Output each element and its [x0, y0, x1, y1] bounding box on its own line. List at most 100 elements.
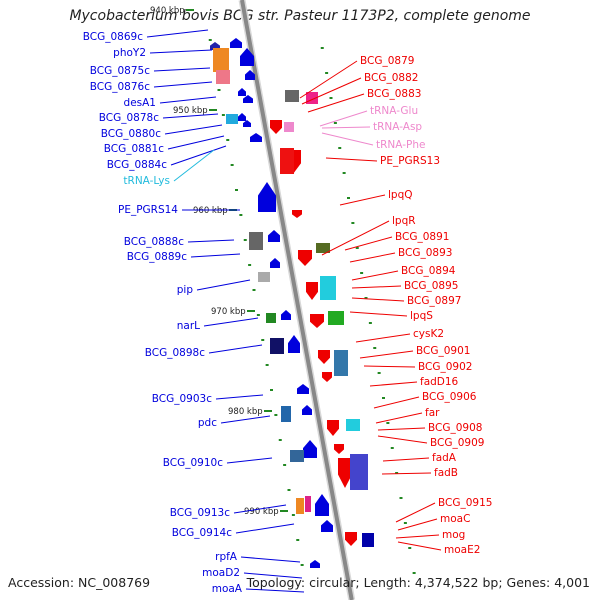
forward-gene	[243, 95, 253, 103]
gene-label: cysK2	[413, 328, 444, 340]
gene-block	[362, 533, 374, 547]
leader-line	[170, 145, 227, 166]
leader-line	[299, 60, 358, 99]
leader-line	[321, 132, 374, 146]
leader-line	[153, 81, 213, 88]
leader-line	[235, 523, 295, 534]
tick-label: 990 kbp	[244, 507, 279, 517]
leader-line	[164, 124, 223, 135]
gene-label: moaA	[212, 583, 243, 595]
leader-line	[373, 396, 420, 409]
forward-gene	[243, 120, 251, 127]
forward-gene	[238, 113, 246, 121]
genome-backbone	[240, 0, 354, 600]
gene-block	[270, 338, 284, 354]
gene-label: BCG_0879	[360, 55, 414, 67]
gene-label: BCG_0913c	[170, 507, 230, 519]
leader-line	[190, 253, 241, 258]
gene-label: fadB	[434, 467, 458, 479]
forward-gene	[238, 88, 246, 96]
gene-block	[285, 90, 299, 102]
leader-line	[153, 67, 211, 72]
gene-label: BCG_0878c	[99, 112, 159, 124]
forward-gene	[303, 440, 317, 458]
gene-block	[258, 272, 270, 282]
leader-line	[146, 29, 209, 38]
leader-line	[240, 556, 301, 563]
leader-line	[369, 381, 418, 387]
gene-label: PE_PGRS13	[380, 155, 440, 167]
gene-label: BCG_0880c	[101, 128, 161, 140]
leader-line	[203, 317, 259, 327]
gene-label: BCG_0875c	[90, 65, 150, 77]
leader-line	[233, 504, 287, 514]
leader-line	[349, 252, 396, 263]
leader-line	[397, 518, 438, 531]
leader-line	[245, 588, 305, 593]
gene-block	[266, 313, 276, 323]
gene-label: BCG_0882	[364, 72, 418, 84]
leader-line	[344, 236, 393, 251]
forward-gene	[297, 384, 309, 394]
forward-gene	[240, 48, 254, 66]
reverse-gene	[334, 444, 344, 454]
gene-label: lpqR	[392, 215, 416, 227]
leader-line	[220, 415, 271, 424]
gene-label: BCG_0889c	[127, 251, 187, 263]
leader-line	[167, 135, 225, 150]
reverse-gene	[322, 372, 332, 382]
reverse-gene	[327, 420, 339, 436]
forward-gene	[310, 560, 320, 568]
leader-line	[159, 96, 217, 104]
forward-gene	[270, 258, 280, 268]
leader-line	[321, 220, 390, 256]
leader-line	[162, 113, 219, 119]
gene-block	[284, 122, 294, 132]
leader-line	[381, 472, 432, 475]
reverse-gene	[292, 210, 302, 218]
gene-label: tRNA-Asp	[373, 121, 422, 133]
gene-block	[226, 114, 238, 124]
reverse-gene	[310, 314, 324, 328]
gene-block	[213, 48, 229, 72]
forward-gene	[288, 335, 300, 353]
gene-label: tRNA-Glu	[370, 105, 418, 117]
tick-label: 980 kbp	[228, 407, 263, 417]
leader-line	[196, 279, 251, 291]
reverse-gene	[318, 350, 330, 364]
gene-block	[334, 350, 348, 376]
gene-label: BCG_0888c	[124, 236, 184, 248]
gene-label: BCG_0901	[416, 345, 470, 357]
gene-label: moaC	[440, 513, 470, 525]
gene-label: pdc	[198, 417, 217, 429]
leader-line	[339, 194, 386, 206]
gene-block	[281, 406, 291, 422]
leader-line	[215, 394, 264, 400]
leader-line	[382, 457, 430, 462]
gene-label: PE_PGRS14	[118, 204, 178, 216]
gene-label: BCG_0902	[418, 361, 472, 373]
leader-line	[377, 435, 428, 444]
leader-line	[321, 126, 371, 129]
reverse-gene	[306, 282, 318, 300]
leader-line	[301, 77, 362, 105]
genome-stats-text: Topology: circular; Length: 4,374,522 bp…	[246, 575, 590, 590]
gene-label: BCG_0876c	[90, 81, 150, 93]
leader-line	[377, 427, 426, 431]
gene-block	[305, 496, 311, 512]
tick-label: 960 kbp	[193, 206, 228, 216]
gene-label: BCG_0908	[428, 422, 482, 434]
gene-label: BCG_0881c	[104, 143, 164, 155]
gene-label: fadD16	[420, 376, 459, 388]
gene-label: BCG_0915	[438, 497, 492, 509]
gene-label: pip	[177, 284, 194, 296]
gene-block	[316, 243, 330, 253]
gene-label: tRNA-Lys	[123, 175, 170, 187]
leader-line	[397, 541, 442, 551]
leader-line	[351, 285, 402, 289]
forward-gene	[302, 405, 312, 415]
leader-line	[173, 149, 215, 182]
gene-label: BCG_0883	[367, 88, 421, 100]
forward-gene	[245, 70, 255, 80]
